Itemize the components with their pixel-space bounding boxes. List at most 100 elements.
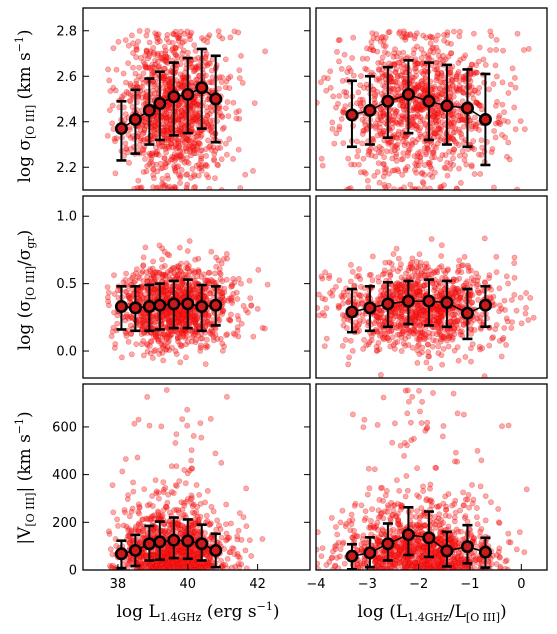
scatter-point <box>202 311 209 318</box>
scatter-point <box>492 326 499 333</box>
scatter-point <box>173 164 180 171</box>
scatter-point <box>361 84 367 91</box>
scatter-point <box>188 125 195 132</box>
scatter-point <box>415 60 421 67</box>
scatter-point <box>189 465 195 472</box>
scatter-point <box>458 328 465 335</box>
scatter-point <box>450 155 456 162</box>
scatter-point <box>488 32 495 39</box>
scatter-point <box>192 117 198 124</box>
scatter-point <box>439 152 446 158</box>
scatter-point <box>508 297 515 303</box>
scatter-point <box>450 115 457 121</box>
scatter-point <box>154 168 161 175</box>
scatter-point <box>448 318 454 325</box>
scatter-point <box>416 351 423 357</box>
scatter-point <box>438 311 444 318</box>
scatter-point <box>169 186 176 190</box>
scatter-point <box>104 294 111 301</box>
scatter-point <box>154 39 161 45</box>
scatter-point <box>231 28 238 35</box>
scatter-point <box>384 331 390 337</box>
scatter-point <box>248 302 255 309</box>
scatter-point <box>435 126 441 133</box>
scatter-point <box>182 271 189 278</box>
scatter-point <box>170 559 177 566</box>
scatter-point <box>376 321 383 328</box>
scatter-point <box>450 161 456 168</box>
scatter-point <box>119 94 125 100</box>
scatter-point <box>421 145 428 152</box>
scatter-point <box>376 128 383 135</box>
scatter-point <box>178 343 184 350</box>
scatter-point <box>360 345 366 352</box>
scatter-point <box>398 323 405 330</box>
scatter-point <box>356 317 363 324</box>
scatter-point <box>201 271 207 278</box>
scatter-point <box>113 66 120 73</box>
scatter-point <box>357 100 364 107</box>
scatter-point <box>401 79 407 86</box>
scatter-point <box>340 107 347 113</box>
scatter-point <box>128 351 135 358</box>
scatter-point <box>486 86 492 93</box>
scatter-point <box>104 284 111 290</box>
scatter-point <box>392 283 399 290</box>
scatter-point <box>162 53 169 60</box>
scatter-point <box>523 304 529 311</box>
scatter-point <box>230 275 237 282</box>
scatter-point <box>455 288 462 295</box>
scatter-point <box>213 254 219 261</box>
scatter-point <box>422 120 428 127</box>
scatter-point <box>447 333 454 339</box>
scatter-point <box>374 116 381 123</box>
scatter-point <box>151 51 158 57</box>
scatter-point <box>432 305 439 312</box>
scatter-point <box>192 313 199 320</box>
scatter-point <box>164 546 171 552</box>
scatter-point <box>199 35 205 41</box>
scatter-point <box>435 48 441 54</box>
scatter-point <box>157 165 164 172</box>
scatter-point <box>437 308 444 314</box>
scatter-point <box>196 165 203 172</box>
scatter-point <box>432 285 439 292</box>
scatter-point <box>125 293 131 300</box>
scatter-point <box>469 90 476 97</box>
scatter-point <box>440 334 447 341</box>
scatter-point <box>454 186 460 190</box>
scatter-point <box>392 68 399 75</box>
scatter-point <box>428 236 435 242</box>
scatter-point <box>380 37 387 44</box>
scatter-point <box>429 330 436 337</box>
scatter-point <box>394 295 401 302</box>
scatter-point <box>420 70 426 77</box>
scatter-point <box>446 332 453 338</box>
scatter-point <box>139 296 146 303</box>
scatter-point <box>166 80 173 87</box>
scatter-point <box>352 319 359 326</box>
scatter-point <box>476 343 483 350</box>
scatter-point <box>176 525 183 532</box>
scatter-point <box>415 311 421 318</box>
scatter-point <box>399 99 406 106</box>
scatter-point <box>370 86 377 93</box>
scatter-point <box>194 65 201 72</box>
scatter-point <box>324 75 331 82</box>
scatter-point <box>450 328 457 335</box>
scatter-point <box>230 330 237 337</box>
scatter-point <box>447 112 454 119</box>
scatter-point <box>234 324 241 330</box>
scatter-point <box>177 28 184 35</box>
scatter-point <box>204 487 211 494</box>
scatter-point <box>435 343 442 350</box>
scatter-point <box>176 35 183 42</box>
scatter-point <box>363 66 370 73</box>
scatter-point <box>133 81 140 87</box>
y-tick-label: 1.0 <box>56 210 77 225</box>
binned-point <box>401 87 415 101</box>
scatter-point <box>399 155 406 162</box>
scatter-point <box>492 134 499 141</box>
scatter-point <box>487 47 493 53</box>
scatter-point <box>450 136 457 143</box>
